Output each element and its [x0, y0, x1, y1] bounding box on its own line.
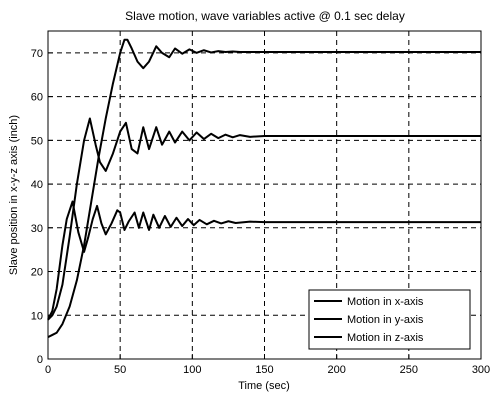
y-tick-label: 20 [31, 267, 43, 279]
legend-label-x: Motion in x-axis [347, 296, 424, 308]
x-tick-label: 150 [255, 364, 273, 376]
series-z-axis-line [47, 200, 481, 321]
y-tick-label: 60 [31, 92, 43, 104]
axis-ticks: 0 50 100 150 200 250 300 0 10 20 30 40 50 60 70 [31, 48, 490, 376]
x-tick-label: 200 [327, 364, 345, 376]
y-tick-label: 0 [37, 354, 43, 366]
y-axis-label: Slave position in x-y-z axis (inch) [8, 115, 20, 275]
series-lines [47, 38, 481, 339]
legend-label-y: Motion in y-axis [347, 314, 424, 326]
series-y-axis-line [47, 117, 481, 321]
chart-title: Slave motion, wave variables active @ 0.… [125, 9, 405, 23]
legend-label-z: Motion in z-axis [347, 332, 424, 344]
x-tick-label: 50 [114, 364, 126, 376]
x-axis-label: Time (sec) [238, 380, 290, 392]
series-x-axis-line [47, 38, 481, 339]
y-tick-label: 10 [31, 310, 43, 322]
x-tick-label: 300 [472, 364, 490, 376]
y-tick-label: 30 [31, 223, 43, 235]
x-tick-label: 0 [45, 364, 51, 376]
y-tick-label: 70 [31, 48, 43, 60]
legend: Motion in x-axis Motion in y-axis Motion… [308, 289, 471, 350]
x-tick-label: 250 [400, 364, 418, 376]
y-tick-label: 40 [31, 179, 43, 191]
y-tick-label: 50 [31, 135, 43, 147]
x-tick-label: 100 [183, 364, 201, 376]
